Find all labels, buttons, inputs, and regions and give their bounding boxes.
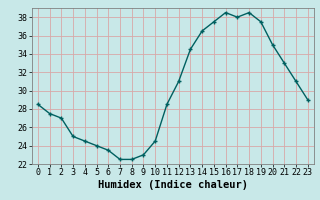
X-axis label: Humidex (Indice chaleur): Humidex (Indice chaleur) — [98, 180, 248, 190]
